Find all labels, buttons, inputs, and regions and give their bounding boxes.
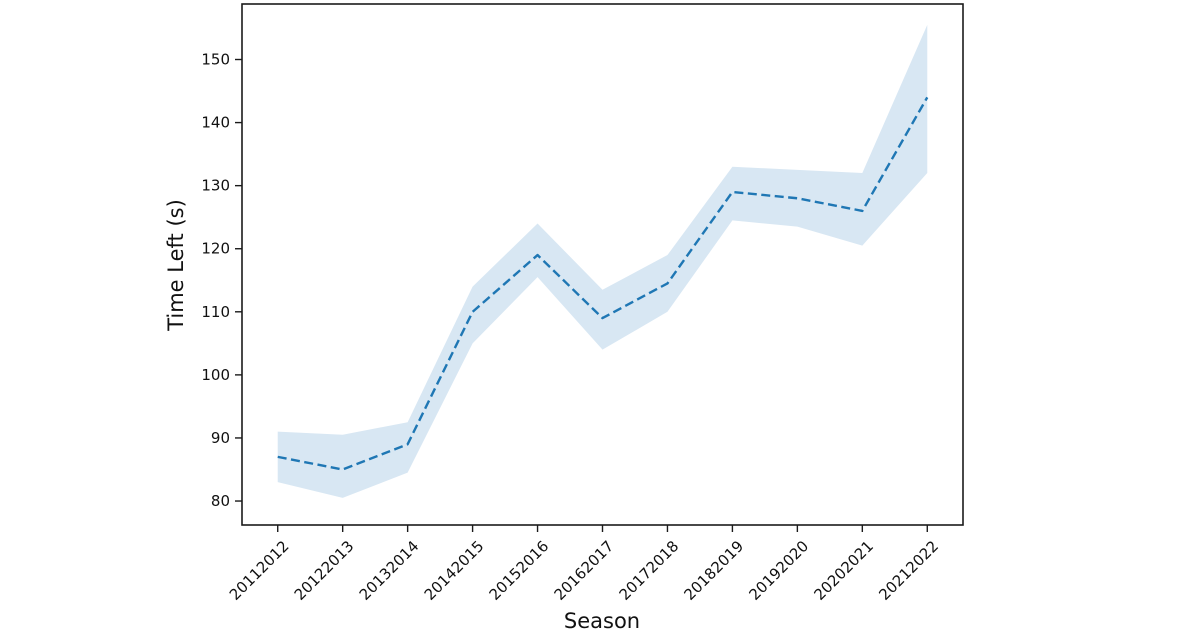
y-tick-label: 100 — [201, 366, 230, 384]
x-tick-label: 20112012 — [226, 537, 293, 604]
y-tick-label: 90 — [211, 429, 230, 447]
y-tick-label: 150 — [201, 51, 230, 69]
x-tick-label: 20122013 — [291, 537, 358, 604]
y-tick-label: 80 — [211, 492, 230, 510]
x-tick-label: 20172018 — [616, 537, 683, 604]
y-tick-label: 130 — [201, 177, 230, 195]
y-axis-title: Time Left (s) — [164, 199, 188, 331]
confidence-band — [277, 24, 928, 498]
x-tick-label: 20192020 — [745, 537, 812, 604]
y-tick-label: 120 — [201, 240, 230, 258]
x-tick-label: 20182019 — [681, 537, 748, 604]
mean-line — [277, 96, 929, 471]
y-tick-label: 140 — [201, 114, 230, 132]
x-tick-label: 20142015 — [421, 537, 488, 604]
x-axis-title: Season — [563, 609, 641, 633]
x-tick-label: 20202021 — [810, 537, 877, 604]
y-tick-label: 110 — [201, 303, 230, 321]
x-tick-label: 20152016 — [486, 537, 553, 604]
x-tick-label: 20132014 — [356, 537, 423, 604]
x-tick-label: 20162017 — [551, 537, 618, 604]
x-tick-label: 20212022 — [875, 537, 942, 604]
